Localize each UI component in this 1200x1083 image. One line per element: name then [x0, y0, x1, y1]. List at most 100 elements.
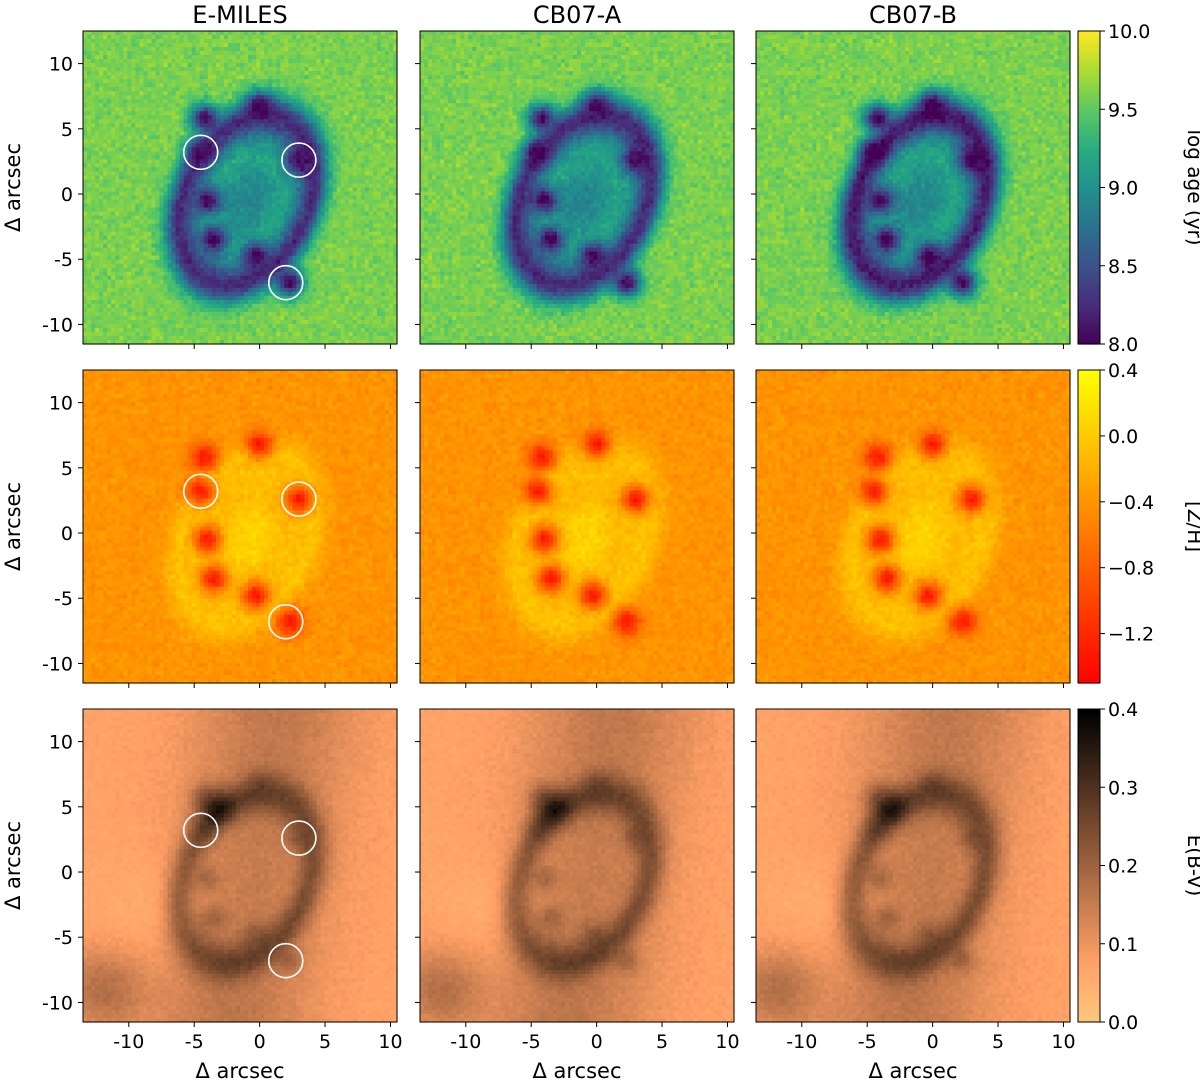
- map-pixel: [168, 47, 173, 52]
- map-pixel: [252, 147, 257, 152]
- map-pixel: [308, 35, 313, 40]
- map-pixel: [107, 127, 112, 132]
- map-pixel: [95, 143, 100, 148]
- map-pixel: [268, 103, 273, 108]
- map-pixel: [99, 147, 104, 152]
- map-pixel: [87, 111, 92, 116]
- map-pixel: [308, 59, 313, 64]
- map-pixel: [333, 71, 338, 76]
- map-pixel: [240, 159, 245, 164]
- map-pixel: [377, 159, 382, 164]
- map-pixel: [111, 67, 116, 72]
- map-pixel: [87, 87, 92, 92]
- map-pixel: [119, 75, 124, 80]
- map-pixel: [361, 63, 366, 68]
- map-pixel: [316, 111, 321, 116]
- map-pixel: [196, 115, 201, 120]
- map-pixel: [168, 123, 173, 128]
- map-pixel: [321, 147, 326, 152]
- map-pixel: [200, 51, 205, 56]
- map-pixel: [123, 111, 128, 116]
- map-pixel: [361, 143, 366, 148]
- map-pixel: [377, 131, 382, 136]
- map-pixel: [248, 147, 253, 152]
- map-pixel: [91, 71, 96, 76]
- map-pixel: [220, 127, 225, 132]
- map-pixel: [123, 99, 128, 104]
- map-pixel: [369, 155, 374, 160]
- map-pixel: [111, 99, 116, 104]
- map-pixel: [353, 39, 358, 44]
- map-pixel: [292, 83, 297, 88]
- map-pixel: [200, 151, 205, 156]
- map-pixel: [296, 47, 301, 52]
- map-pixel: [192, 87, 197, 92]
- map-pixel: [83, 119, 88, 124]
- map-pixel: [361, 127, 366, 132]
- map-pixel: [292, 51, 297, 56]
- map-pixel: [184, 111, 189, 116]
- map-pixel: [337, 139, 342, 144]
- map-pixel: [244, 115, 249, 120]
- map-pixel: [184, 71, 189, 76]
- map-pixel: [349, 139, 354, 144]
- map-pixel: [212, 91, 217, 96]
- map-pixel: [180, 95, 185, 100]
- map-pixel: [333, 107, 338, 112]
- map-pixel: [143, 43, 148, 48]
- map-pixel: [111, 151, 116, 156]
- map-pixel: [208, 87, 213, 92]
- map-pixel: [341, 39, 346, 44]
- map-pixel: [260, 131, 265, 136]
- map-pixel: [131, 35, 136, 40]
- map-pixel: [99, 79, 104, 84]
- map-pixel: [321, 115, 326, 120]
- map-pixel: [228, 31, 233, 36]
- map-pixel: [321, 87, 326, 92]
- map-pixel: [204, 71, 209, 76]
- map-pixel: [345, 55, 350, 60]
- map-pixel: [296, 87, 301, 92]
- map-pixel: [361, 87, 366, 92]
- map-pixel: [232, 83, 237, 88]
- map-pixel: [200, 63, 205, 68]
- map-pixel: [224, 147, 229, 152]
- map-pixel: [272, 43, 277, 48]
- map-pixel: [172, 99, 177, 104]
- map-pixel: [232, 103, 237, 108]
- map-pixel: [159, 119, 164, 124]
- map-pixel: [159, 155, 164, 160]
- map-pixel: [139, 35, 144, 40]
- map-pixel: [119, 99, 124, 104]
- map-pixel: [280, 55, 285, 60]
- map-pixel: [184, 91, 189, 96]
- map-pixel: [99, 83, 104, 88]
- map-pixel: [373, 43, 378, 48]
- map-pixel: [312, 119, 317, 124]
- map-pixel: [280, 107, 285, 112]
- map-pixel: [325, 59, 330, 64]
- map-pixel: [349, 123, 354, 128]
- map-pixel: [385, 119, 390, 124]
- map-pixel: [224, 79, 229, 84]
- map-pixel: [107, 163, 112, 168]
- map-pixel: [200, 39, 205, 44]
- map-pixel: [337, 71, 342, 76]
- map-pixel: [260, 79, 265, 84]
- map-pixel: [248, 67, 253, 72]
- map-pixel: [228, 87, 233, 92]
- map-pixel: [123, 127, 128, 132]
- map-pixel: [329, 103, 334, 108]
- map-pixel: [304, 63, 309, 68]
- map-pixel: [304, 115, 309, 120]
- map-pixel: [369, 119, 374, 124]
- map-pixel: [159, 75, 164, 80]
- map-pixel: [349, 35, 354, 40]
- map-pixel: [232, 131, 237, 136]
- map-pixel: [276, 71, 281, 76]
- map-pixel: [296, 111, 301, 116]
- map-pixel: [139, 103, 144, 108]
- map-pixel: [260, 91, 265, 96]
- map-pixel: [280, 39, 285, 44]
- map-pixel: [341, 147, 346, 152]
